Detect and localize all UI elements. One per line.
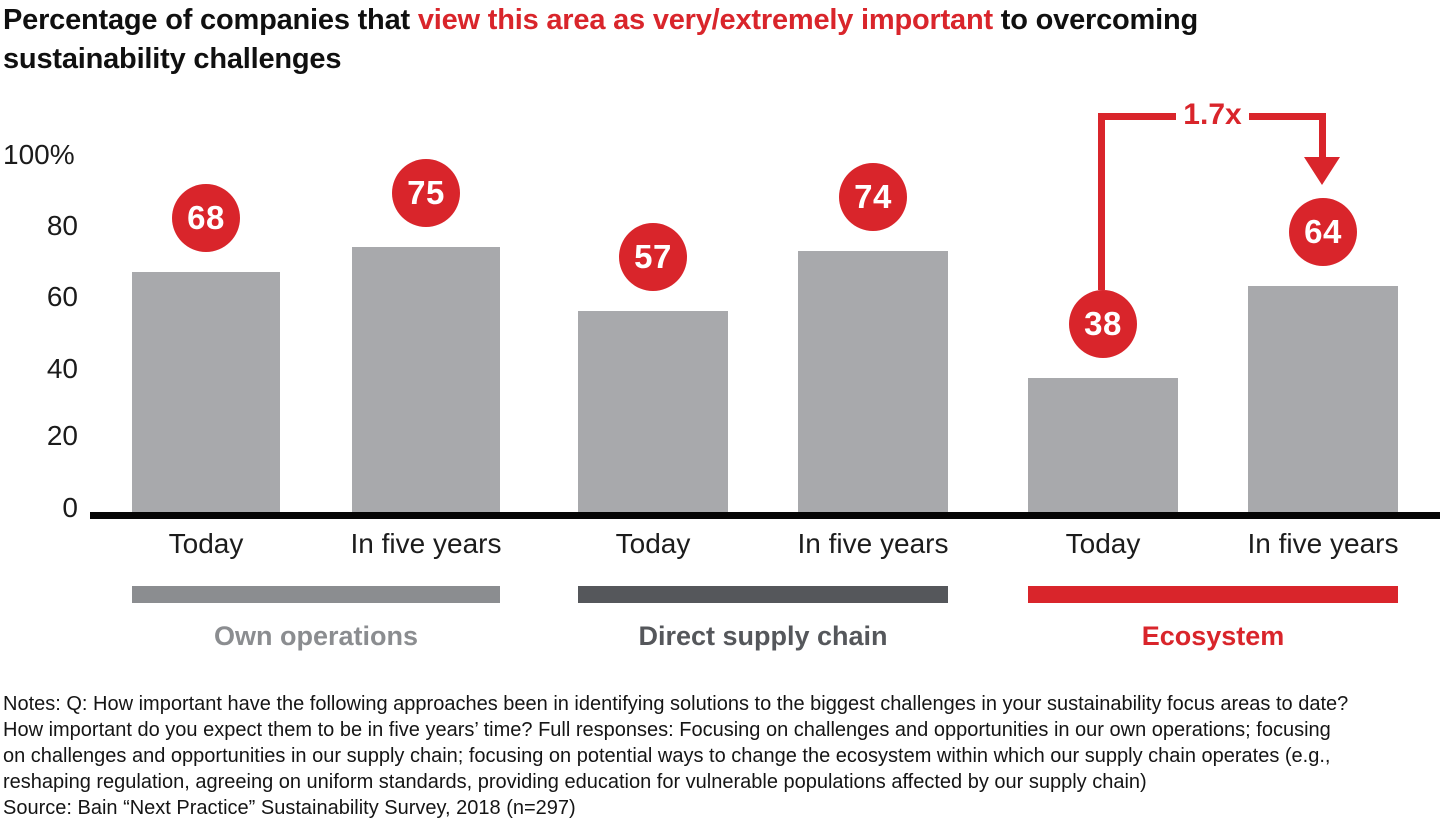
y-axis-tick-100: 100% bbox=[3, 139, 75, 170]
y-axis-tick-40: 40 bbox=[46, 353, 78, 384]
footnotes: Notes: Q: How important have the followi… bbox=[3, 691, 1439, 821]
notes-line: How important do you expect them to be i… bbox=[3, 719, 1331, 741]
bar-group-own-operations-today: 68 bbox=[132, 90, 280, 512]
y-axis-tick-0: 0 bbox=[62, 492, 78, 523]
y-axis-tick-20: 20 bbox=[46, 420, 78, 451]
legend-swatch-direct-supply-chain bbox=[578, 586, 948, 603]
legend-swatch-ecosystem bbox=[1028, 586, 1398, 603]
y-axis-tick-80: 80 bbox=[46, 210, 78, 241]
notes-line: on challenges and opportunities in our s… bbox=[3, 745, 1331, 767]
notes-line: reshaping regulation, agreeing on unifor… bbox=[3, 771, 1147, 793]
x-axis-label-five-years-1: In five years bbox=[350, 528, 502, 559]
legend-swatch-own-operations bbox=[132, 586, 500, 603]
bar bbox=[578, 311, 728, 512]
bar-group-ecosystem-five-years: 64 bbox=[1248, 90, 1398, 512]
legend-label-own-operations: Own operations bbox=[213, 621, 419, 651]
value-badge: 38 bbox=[1069, 290, 1137, 358]
bar bbox=[132, 272, 280, 512]
x-axis-label-five-years-3: In five years bbox=[1247, 528, 1399, 559]
chart-title-suffix: to overcoming bbox=[992, 4, 1199, 36]
chart-title-line2: sustainability challenges bbox=[3, 43, 342, 75]
bar bbox=[352, 247, 500, 512]
chart-title-highlight: view this area as very/extremely importa… bbox=[417, 4, 993, 36]
annotation-line-left bbox=[1098, 113, 1105, 290]
bar-group-supply-chain-today: 57 bbox=[578, 90, 728, 512]
value-badge: 75 bbox=[392, 159, 460, 227]
x-axis-line bbox=[90, 512, 1440, 519]
value-badge: 68 bbox=[172, 184, 240, 252]
legend-label-direct-supply-chain: Direct supply chain bbox=[638, 621, 888, 651]
x-axis-label-today-1: Today bbox=[168, 528, 244, 559]
notes-line: Notes: Q: How important have the followi… bbox=[3, 693, 1349, 715]
y-axis-tick-60: 60 bbox=[46, 281, 78, 312]
bar bbox=[1248, 286, 1398, 512]
multiplier-label: 1.7x bbox=[1183, 98, 1242, 131]
x-axis-label-today-2: Today bbox=[615, 528, 691, 559]
bar-group-ecosystem-today: 38 bbox=[1028, 90, 1178, 512]
value-badge: 74 bbox=[839, 163, 907, 231]
bar bbox=[798, 251, 948, 512]
bar-group-own-operations-five-years: 75 bbox=[352, 90, 500, 512]
source-line: Source: Bain “Next Practice” Sustainabil… bbox=[3, 797, 576, 819]
annotation-line-top-left bbox=[1098, 113, 1176, 120]
value-badge: 64 bbox=[1289, 198, 1357, 266]
chart-title: Percentage of companies that view this a… bbox=[3, 1, 1403, 79]
chart-title-prefix: Percentage of companies that bbox=[3, 4, 418, 36]
annotation-line-right bbox=[1319, 113, 1326, 159]
bar-group-supply-chain-five-years: 74 bbox=[798, 90, 948, 512]
value-badge: 57 bbox=[619, 223, 687, 291]
annotation-line-top-right bbox=[1249, 113, 1325, 120]
bar bbox=[1028, 378, 1178, 512]
annotation-arrowhead-icon bbox=[1304, 157, 1340, 185]
legend-label-ecosystem: Ecosystem bbox=[1141, 621, 1285, 651]
x-axis-label-today-3: Today bbox=[1065, 528, 1141, 559]
x-axis-label-five-years-2: In five years bbox=[797, 528, 949, 559]
